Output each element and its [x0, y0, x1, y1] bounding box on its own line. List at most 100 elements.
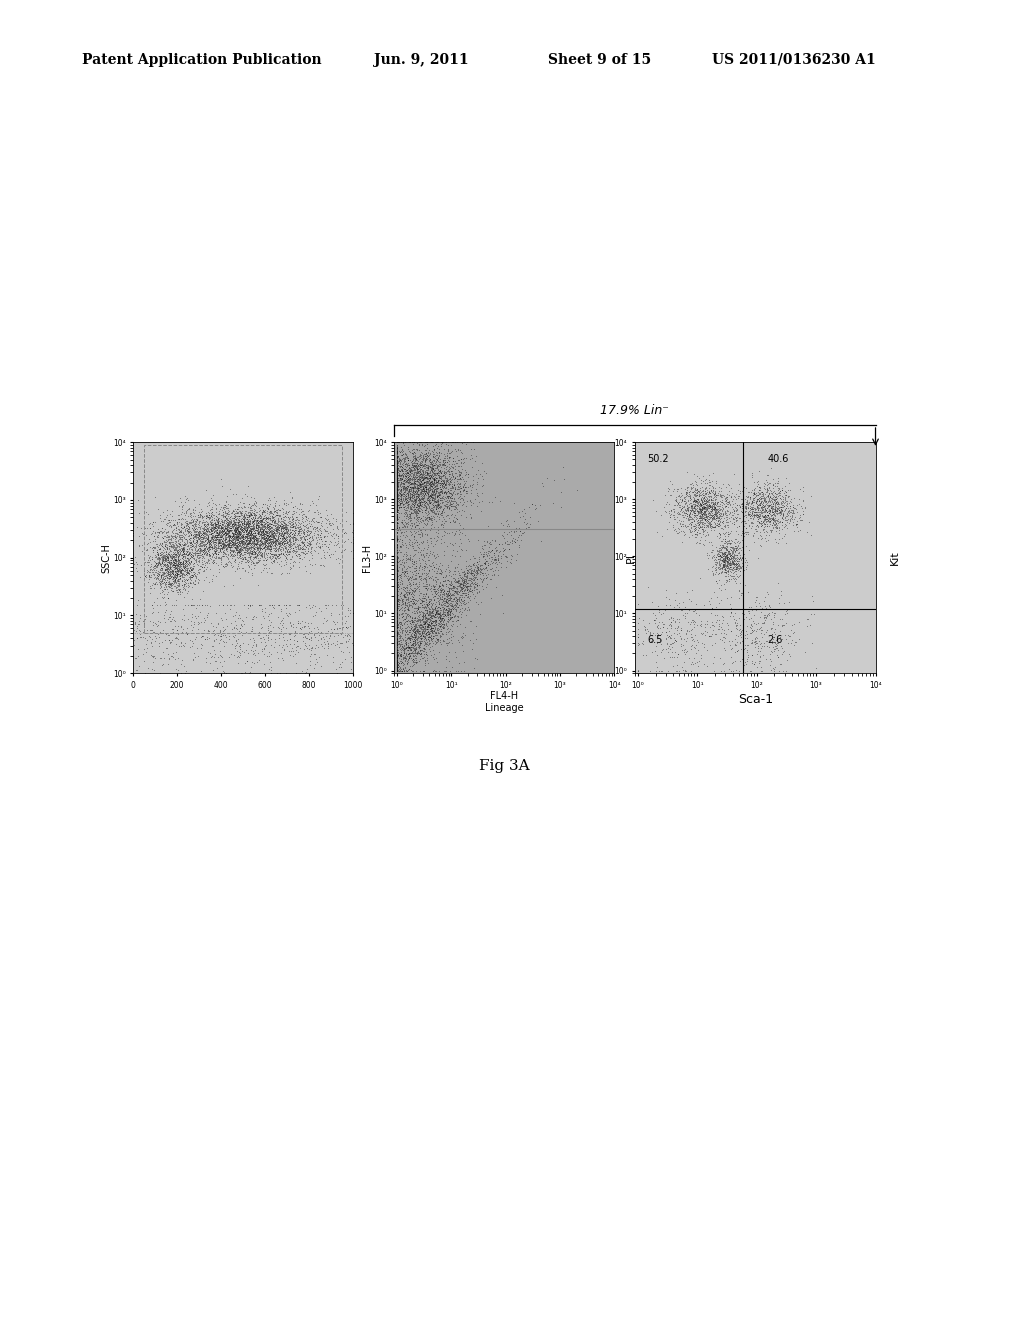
Point: [218, 511, 234, 532]
Point: [224, 541, 241, 562]
Point: [780, 626, 797, 647]
Point: [253, 513, 269, 535]
Point: [662, 627, 678, 648]
Point: [398, 454, 415, 475]
Point: [453, 469, 469, 490]
Point: [284, 507, 300, 528]
Point: [155, 620, 171, 642]
Point: [214, 647, 230, 668]
Point: [426, 479, 442, 500]
Point: [697, 494, 714, 515]
Point: [761, 503, 777, 524]
Point: [722, 494, 738, 515]
Point: [456, 565, 472, 586]
Point: [317, 595, 334, 616]
Point: [428, 570, 444, 591]
Point: [195, 540, 211, 561]
Point: [317, 520, 334, 541]
Point: [440, 458, 457, 479]
Point: [189, 573, 206, 594]
Point: [439, 632, 456, 653]
Point: [422, 492, 438, 513]
Point: [449, 590, 465, 611]
Point: [179, 513, 196, 535]
Point: [716, 544, 732, 565]
Point: [388, 586, 404, 607]
Point: [723, 554, 739, 576]
Point: [388, 616, 404, 638]
Point: [389, 587, 406, 609]
Point: [388, 436, 404, 457]
Point: [391, 482, 408, 503]
Point: [429, 624, 445, 645]
Point: [478, 568, 495, 589]
Point: [248, 504, 264, 525]
Point: [388, 593, 404, 614]
Point: [424, 482, 440, 503]
Point: [749, 484, 765, 506]
Point: [418, 577, 434, 598]
Point: [392, 618, 409, 639]
Point: [250, 532, 266, 553]
Point: [719, 524, 735, 545]
Point: [401, 503, 418, 524]
Point: [388, 624, 404, 645]
Point: [388, 655, 404, 676]
Point: [415, 576, 431, 597]
Point: [743, 492, 760, 513]
Point: [394, 651, 411, 672]
Point: [243, 520, 259, 541]
Point: [171, 528, 187, 549]
Point: [163, 562, 179, 583]
Point: [167, 556, 183, 577]
Point: [388, 599, 404, 620]
Point: [159, 561, 175, 582]
Point: [697, 483, 714, 504]
Point: [429, 598, 445, 619]
Point: [456, 564, 472, 585]
Point: [768, 513, 784, 535]
Point: [422, 490, 438, 511]
Point: [186, 521, 203, 543]
Point: [392, 582, 409, 603]
Point: [147, 614, 164, 635]
Point: [441, 590, 458, 611]
Point: [403, 535, 420, 556]
Point: [249, 553, 265, 574]
Point: [443, 495, 460, 516]
Point: [737, 523, 754, 544]
Point: [433, 606, 450, 627]
Point: [222, 531, 239, 552]
Point: [432, 606, 449, 627]
Point: [388, 496, 404, 517]
Point: [449, 583, 465, 605]
Point: [224, 548, 241, 569]
Point: [411, 636, 427, 657]
Point: [201, 519, 217, 540]
Point: [249, 539, 265, 560]
Point: [403, 483, 420, 504]
Point: [209, 527, 225, 548]
Point: [741, 504, 758, 525]
Point: [713, 537, 729, 558]
Point: [394, 636, 411, 657]
Point: [422, 480, 438, 502]
Point: [403, 553, 420, 574]
Point: [401, 496, 418, 517]
Point: [658, 624, 675, 645]
Point: [398, 453, 415, 474]
Point: [234, 519, 251, 540]
Point: [388, 453, 404, 474]
Point: [393, 614, 410, 635]
Point: [268, 504, 285, 525]
Point: [663, 618, 679, 639]
Point: [421, 601, 437, 622]
Point: [275, 510, 292, 531]
Point: [189, 545, 206, 566]
Point: [388, 660, 404, 681]
Point: [698, 491, 715, 512]
Point: [197, 628, 213, 649]
Point: [677, 478, 693, 499]
Point: [738, 500, 755, 521]
Point: [435, 454, 452, 475]
